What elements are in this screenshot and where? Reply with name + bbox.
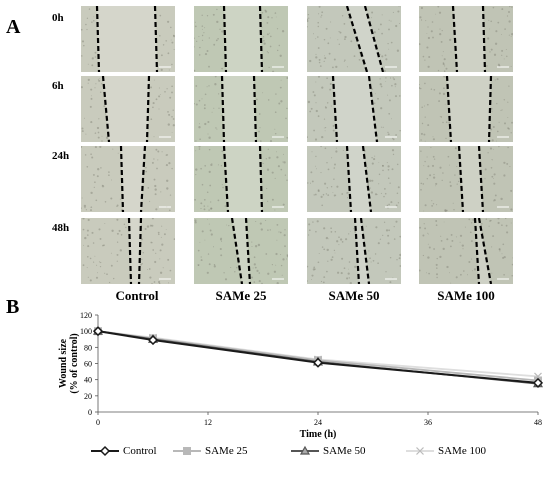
- y-axis-title: Wound size(% of control): [58, 333, 80, 393]
- micrograph-same-25-48h: [194, 218, 288, 284]
- legend-marker: [99, 445, 111, 457]
- micrograph-same-100-24h: [419, 146, 513, 212]
- legend-item-control: Control: [90, 443, 157, 459]
- data-point-control: [532, 377, 544, 388]
- column-label-same-100: SAMe 100: [437, 288, 495, 303]
- wound-size-chart: 0 20 40 60 80 100 120 0 12 24 36 48 Time (h) Wound si…: [0, 300, 550, 490]
- legend-swatch-control: [91, 445, 119, 457]
- series-line-control: [97, 330, 539, 384]
- micrograph-image: [307, 6, 401, 72]
- micrograph-control-6h: [81, 76, 175, 142]
- micrograph-image: [419, 76, 513, 142]
- micrograph-same-100-6h: [419, 76, 513, 142]
- micrograph-control-0h: [81, 6, 175, 72]
- micrograph-same-25-6h: [194, 76, 288, 142]
- panel-b-label: B: [6, 296, 20, 318]
- column-label-same-25: SAMe 25: [215, 288, 267, 303]
- legend-swatch-same-50: [291, 445, 319, 455]
- row-label-24h: 24h: [52, 150, 70, 162]
- micrograph-same-100-48h: [419, 218, 513, 284]
- micrograph-image: [419, 218, 513, 284]
- micrograph-image: [419, 6, 513, 72]
- micrograph-image: [194, 6, 285, 72]
- micrograph-same-25-24h: [194, 146, 288, 212]
- micrograph-image: [194, 218, 288, 284]
- micrograph-image: [420, 146, 513, 212]
- micrograph-image: [194, 146, 288, 212]
- legend-label-same-25: SAMe 25: [205, 445, 248, 457]
- x-tick-label: 0: [96, 418, 100, 427]
- legend-marker: [416, 447, 424, 455]
- micrograph-same-50-0h: [307, 6, 401, 72]
- x-tick-label: 24: [314, 418, 322, 427]
- micrograph-image: [307, 218, 401, 284]
- x-tick-label: 36: [424, 418, 432, 427]
- legend-swatch-same-100: [406, 447, 434, 455]
- micrograph-image: [82, 218, 175, 284]
- micrograph-image: [81, 146, 173, 212]
- micrograph-same-50-48h: [307, 218, 401, 284]
- y-tick-label: 0: [88, 408, 92, 417]
- column-label-same-50: SAMe 50: [328, 288, 380, 303]
- micrograph-image: [81, 76, 175, 142]
- legend-marker: [299, 445, 311, 455]
- micrograph-same-50-24h: [307, 146, 401, 212]
- x-tick-label: 12: [204, 418, 212, 427]
- legend-label-same-100: SAMe 100: [438, 445, 486, 457]
- chart-legend: Control SAMe 25 SAMe 50 SAMe 100: [70, 443, 540, 459]
- legend-label-same-50: SAMe 50: [323, 445, 366, 457]
- series-line-same-100: [97, 330, 539, 378]
- legend-label-control: Control: [123, 445, 157, 457]
- y-tick-label: 40: [84, 376, 92, 385]
- micrograph-control-24h: [81, 146, 175, 212]
- row-label-0h: 0h: [52, 12, 64, 24]
- micrograph-image: [194, 76, 288, 142]
- column-label-control: Control: [115, 288, 159, 303]
- y-tick-label: 80: [84, 343, 92, 352]
- micrograph-image: [307, 146, 400, 212]
- micrograph-image: [81, 6, 175, 72]
- chart-canvas: 0 20 40 60 80 100 120 0 12 24 36 48 Time (h) Wound si…: [58, 311, 544, 440]
- y-tick-label: 120: [80, 311, 92, 320]
- legend-swatch-same-25: [173, 447, 201, 455]
- data-point-control: [147, 334, 159, 346]
- row-label-48h: 48h: [52, 222, 70, 234]
- x-tick-label: 48: [534, 418, 542, 427]
- micrograph-image: [307, 76, 401, 142]
- legend-item-same-100: SAMe 100: [405, 443, 486, 459]
- row-label-6h: 6h: [52, 80, 64, 92]
- x-axis-title: Time (h): [300, 429, 337, 440]
- micrograph-control-48h: [81, 218, 175, 284]
- legend-item-same-25: SAMe 25: [172, 443, 247, 459]
- panel-a-label: A: [6, 16, 21, 38]
- micrograph-same-100-0h: [419, 6, 513, 72]
- data-point-control: [312, 357, 324, 368]
- legend-marker: [183, 447, 191, 455]
- y-tick-label: 20: [84, 392, 92, 401]
- y-tick-label: 100: [80, 327, 92, 336]
- y-tick-label: 60: [84, 360, 92, 369]
- micrograph-same-25-0h: [194, 6, 288, 72]
- legend-item-same-50: SAMe 50: [290, 443, 365, 459]
- data-point-control: [92, 326, 104, 337]
- micrograph-same-50-6h: [307, 76, 401, 142]
